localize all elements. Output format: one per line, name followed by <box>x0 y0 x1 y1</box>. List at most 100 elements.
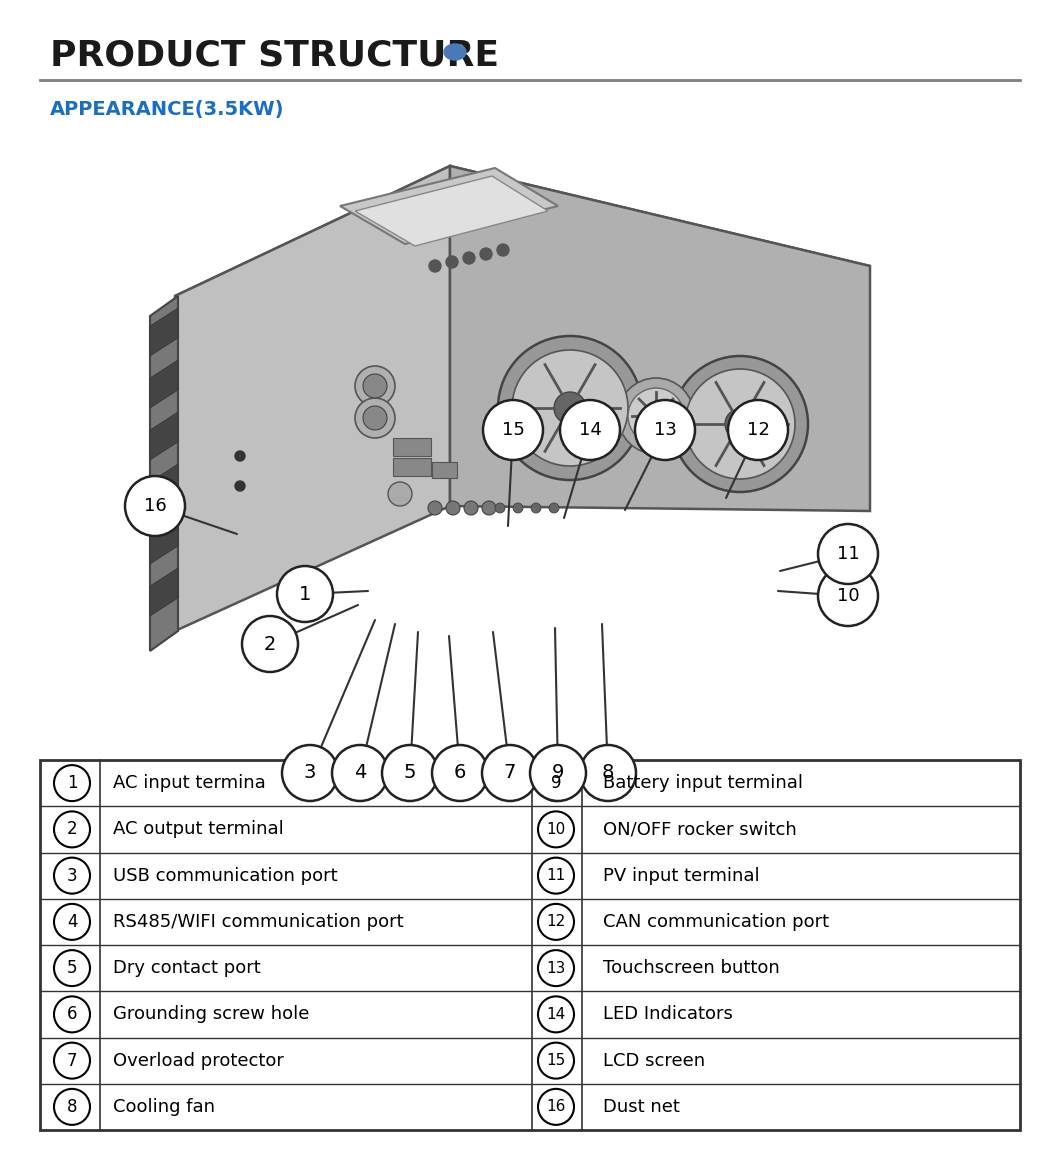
Circle shape <box>482 745 538 801</box>
Circle shape <box>54 904 90 940</box>
Text: 12: 12 <box>546 914 566 929</box>
Circle shape <box>538 812 575 848</box>
Polygon shape <box>175 166 870 391</box>
Text: 10: 10 <box>546 822 566 837</box>
Circle shape <box>818 524 878 584</box>
Text: 6: 6 <box>67 1005 77 1024</box>
Text: 6: 6 <box>454 764 466 782</box>
Circle shape <box>446 501 460 515</box>
Circle shape <box>554 392 586 424</box>
Circle shape <box>429 260 441 272</box>
Circle shape <box>483 400 543 461</box>
Text: Touchscreen button: Touchscreen button <box>603 960 780 977</box>
Circle shape <box>363 406 387 430</box>
Text: CAN communication port: CAN communication port <box>603 913 829 930</box>
Text: 14: 14 <box>579 421 601 440</box>
Text: Battery input terminal: Battery input terminal <box>603 774 803 792</box>
Ellipse shape <box>444 44 466 59</box>
Circle shape <box>512 350 628 466</box>
Circle shape <box>538 765 575 801</box>
Text: 4: 4 <box>354 764 366 782</box>
Circle shape <box>482 501 496 515</box>
Circle shape <box>125 476 186 536</box>
Text: LED Indicators: LED Indicators <box>603 1005 732 1024</box>
Text: 1: 1 <box>67 774 77 792</box>
Circle shape <box>538 997 575 1032</box>
Text: 4: 4 <box>67 913 77 930</box>
Circle shape <box>355 366 395 406</box>
Circle shape <box>685 368 795 479</box>
Circle shape <box>480 248 492 260</box>
Bar <box>393 438 431 456</box>
Text: 2: 2 <box>264 634 277 653</box>
Circle shape <box>580 745 636 801</box>
Text: AC output terminal: AC output terminal <box>113 821 284 838</box>
Circle shape <box>54 1089 90 1125</box>
Circle shape <box>464 501 478 515</box>
Circle shape <box>235 451 245 461</box>
Circle shape <box>498 336 642 480</box>
Text: PRODUCT STRUCTURE: PRODUCT STRUCTURE <box>50 38 499 72</box>
Circle shape <box>531 503 541 513</box>
Polygon shape <box>151 296 178 651</box>
Circle shape <box>428 501 442 515</box>
Polygon shape <box>151 517 178 564</box>
Text: 12: 12 <box>746 421 770 440</box>
Bar <box>393 458 431 476</box>
Text: Overload protector: Overload protector <box>113 1052 284 1069</box>
Circle shape <box>495 503 505 513</box>
Text: 9: 9 <box>552 764 564 782</box>
Text: Grounding screw hole: Grounding screw hole <box>113 1005 310 1024</box>
Text: AC input termina: AC input termina <box>113 774 266 792</box>
Circle shape <box>54 765 90 801</box>
Circle shape <box>54 858 90 893</box>
Text: 7: 7 <box>67 1052 77 1069</box>
Text: 9: 9 <box>551 774 561 792</box>
Circle shape <box>513 503 523 513</box>
Circle shape <box>628 388 684 444</box>
Text: 16: 16 <box>143 497 166 515</box>
Circle shape <box>549 503 559 513</box>
Circle shape <box>432 745 488 801</box>
Text: 5: 5 <box>67 960 77 977</box>
Text: APPEARANCE(3.5KW): APPEARANCE(3.5KW) <box>50 100 284 119</box>
Text: 5: 5 <box>404 764 417 782</box>
Text: PV input terminal: PV input terminal <box>603 866 760 885</box>
Polygon shape <box>355 176 548 246</box>
Circle shape <box>530 745 586 801</box>
Circle shape <box>54 1042 90 1079</box>
Text: 11: 11 <box>836 545 860 563</box>
Circle shape <box>54 997 90 1032</box>
Circle shape <box>54 950 90 986</box>
Bar <box>40 760 1020 1130</box>
Circle shape <box>635 400 695 461</box>
Circle shape <box>388 482 412 506</box>
Text: 14: 14 <box>546 1007 566 1021</box>
Text: 13: 13 <box>546 961 566 976</box>
Polygon shape <box>340 168 558 244</box>
Text: 3: 3 <box>304 764 316 782</box>
Circle shape <box>538 1089 575 1125</box>
Text: Dust net: Dust net <box>603 1098 679 1116</box>
Circle shape <box>277 566 333 621</box>
Circle shape <box>538 950 575 986</box>
Text: 8: 8 <box>602 764 614 782</box>
Circle shape <box>560 400 620 461</box>
Text: Dry contact port: Dry contact port <box>113 960 261 977</box>
Polygon shape <box>151 464 178 512</box>
Circle shape <box>725 409 755 440</box>
Text: ON/OFF rocker switch: ON/OFF rocker switch <box>603 821 797 838</box>
Polygon shape <box>175 166 450 631</box>
Text: 15: 15 <box>546 1053 566 1068</box>
Circle shape <box>672 356 808 492</box>
Text: LCD screen: LCD screen <box>603 1052 705 1069</box>
Text: 8: 8 <box>67 1098 77 1116</box>
Circle shape <box>242 616 298 672</box>
Polygon shape <box>151 308 178 356</box>
Text: 13: 13 <box>654 421 676 440</box>
Text: USB communication port: USB communication port <box>113 866 338 885</box>
Polygon shape <box>151 412 178 461</box>
Circle shape <box>282 745 338 801</box>
Circle shape <box>235 482 245 491</box>
Text: 11: 11 <box>546 869 566 883</box>
